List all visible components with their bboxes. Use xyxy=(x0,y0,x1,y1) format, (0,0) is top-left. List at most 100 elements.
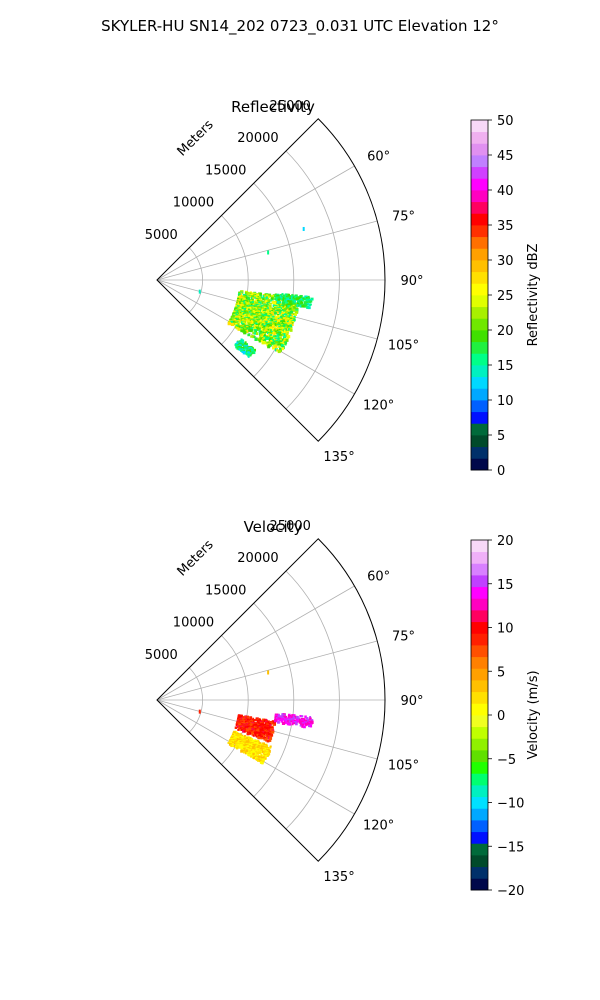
velocity-echo-gate xyxy=(264,723,268,726)
reflectivity-echo-gate xyxy=(278,334,281,337)
reflectivity-echo-gate xyxy=(279,339,282,341)
reflectivity-echo-gate xyxy=(284,331,288,334)
reflectivity-echo-gate xyxy=(267,333,271,337)
velocity-echo-gate xyxy=(306,721,309,724)
reflectivity-echo-gate xyxy=(249,294,253,297)
reflectivity-echo-gate xyxy=(245,330,249,333)
velocity-colorbar-segment xyxy=(471,680,488,693)
reflectivity-echo-gate xyxy=(257,320,260,323)
velocity-range-tick-label: 10000 xyxy=(173,616,214,631)
reflectivity-echo-gate xyxy=(272,304,276,308)
reflectivity-echo-gate xyxy=(303,298,307,301)
reflectivity-echo-gate xyxy=(287,311,291,314)
velocity-echo-gate xyxy=(295,718,299,722)
reflectivity-echo-gate xyxy=(273,328,276,330)
reflectivity-echo-gate xyxy=(265,296,268,299)
velocity-colorbar-segment xyxy=(471,796,488,809)
reflectivity-echo-gate xyxy=(257,328,260,331)
reflectivity-echo-gate xyxy=(261,338,264,341)
reflectivity-echo-gate xyxy=(285,313,288,316)
reflectivity-echo-gate xyxy=(287,305,291,308)
velocity-colorbar-segment xyxy=(471,773,488,786)
velocity-echo-gate xyxy=(238,720,241,723)
reflectivity-echo-gate xyxy=(280,307,283,310)
velocity-azimuth-tick-label: 90° xyxy=(400,694,423,709)
reflectivity-echo-gate xyxy=(242,329,246,333)
velocity-echo-gate xyxy=(267,749,271,753)
reflectivity-echo-gate xyxy=(262,310,265,314)
velocity-echo-gate xyxy=(251,738,254,740)
reflectivity-echo-gate xyxy=(277,298,281,302)
reflectivity-echo-gate xyxy=(248,347,251,350)
reflectivity-echo-gate xyxy=(285,338,289,342)
velocity-echo-gate xyxy=(304,715,307,719)
velocity-echo-gate xyxy=(261,758,265,762)
reflectivity-echo-gate xyxy=(281,311,284,314)
reflectivity-echo-gate xyxy=(265,305,268,308)
reflectivity-echo-gate xyxy=(267,345,271,349)
reflectivity-echo-gate xyxy=(245,353,249,356)
reflectivity-echo-gate xyxy=(234,343,237,347)
reflectivity-echo-gate xyxy=(247,333,251,337)
reflectivity-echo-gate xyxy=(310,300,313,303)
velocity-echo-gate xyxy=(261,743,264,746)
reflectivity-echo-gate xyxy=(283,299,286,302)
velocity-echo-gate xyxy=(229,737,233,741)
reflectivity-echo-gate xyxy=(271,324,275,328)
reflectivity-azimuth-tick-label: 120° xyxy=(363,398,394,413)
reflectivity-echo-gate xyxy=(293,317,296,319)
reflectivity-panel: Reflectivity 5000 10000 15000 20000 25000 Mete… xyxy=(145,98,541,479)
velocity-echo-gate xyxy=(269,745,272,748)
velocity-echo-gate xyxy=(308,721,311,724)
velocity-echo-gate xyxy=(290,720,293,723)
reflectivity-echo-gate xyxy=(281,293,284,296)
velocity-echo-gate xyxy=(227,742,230,744)
reflectivity-echo-gate xyxy=(283,329,286,332)
velocity-azimuth-tick-label: 135° xyxy=(323,870,354,885)
velocity-echo-gate xyxy=(237,744,240,748)
velocity-echo-gate xyxy=(288,722,292,726)
reflectivity-echo-gate xyxy=(306,303,309,306)
velocity-echo-gate xyxy=(293,719,297,722)
velocity-echo-gate xyxy=(262,731,265,734)
reflectivity-echo-gate xyxy=(289,303,293,306)
reflectivity-echo-gate xyxy=(275,307,278,310)
velocity-echo-gate xyxy=(238,726,241,730)
velocity-echo-gate xyxy=(281,721,286,725)
velocity-echo-gate xyxy=(277,718,280,721)
reflectivity-echo-gate xyxy=(266,320,270,324)
reflectivity-colorbar-tick-label: 5 xyxy=(497,429,505,444)
reflectivity-echo-gate xyxy=(247,356,250,358)
velocity-echo-gate xyxy=(269,746,272,749)
velocity-echo-gate xyxy=(265,747,268,751)
reflectivity-echo-gate xyxy=(234,326,238,329)
velocity-echo-gate xyxy=(255,735,258,738)
reflectivity-echo-gate xyxy=(280,314,283,317)
reflectivity-colorbar-segment xyxy=(471,376,488,389)
reflectivity-echo-gate xyxy=(274,327,277,329)
reflectivity-azimuth-tick-label: 75° xyxy=(392,210,415,225)
velocity-echo-gate xyxy=(239,744,243,748)
reflectivity-azimuth-tick-label: 60° xyxy=(367,150,390,165)
reflectivity-echo-gate xyxy=(271,315,275,320)
velocity-echo-gate xyxy=(259,752,262,754)
reflectivity-echo-gate xyxy=(282,305,285,308)
reflectivity-echo-gate xyxy=(277,349,281,354)
reflectivity-echo-gate xyxy=(260,296,263,299)
reflectivity-echo-gate xyxy=(275,323,279,327)
reflectivity-echo-gate xyxy=(273,309,276,312)
velocity-echo-gate xyxy=(243,718,246,721)
velocity-echo-gate xyxy=(302,725,306,729)
reflectivity-echo-gate xyxy=(244,313,247,317)
velocity-echo-gate xyxy=(293,722,296,725)
velocity-echo-gate xyxy=(257,723,260,726)
reflectivity-echo-gate xyxy=(266,331,270,335)
reflectivity-echo-gate xyxy=(240,349,243,352)
velocity-echo-gate xyxy=(282,716,285,719)
velocity-echo-gate xyxy=(303,719,307,723)
velocity-echo-gate xyxy=(283,720,287,724)
velocity-echo-gate xyxy=(292,719,295,722)
velocity-echo-gate xyxy=(247,728,252,732)
reflectivity-echo-gate xyxy=(244,296,246,299)
reflectivity-echo-gate xyxy=(294,302,298,306)
